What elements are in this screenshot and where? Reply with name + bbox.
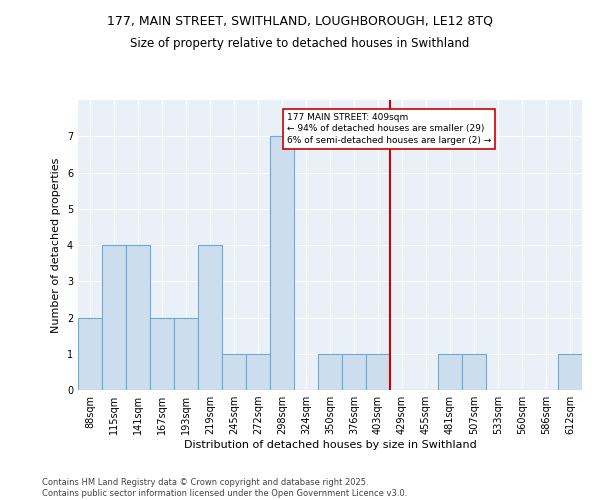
Y-axis label: Number of detached properties: Number of detached properties <box>52 158 61 332</box>
Bar <box>366 354 390 390</box>
Bar <box>558 354 582 390</box>
Bar <box>198 245 222 390</box>
Bar <box>270 136 294 390</box>
Bar <box>438 354 462 390</box>
Bar <box>174 318 198 390</box>
Bar <box>462 354 486 390</box>
Bar <box>342 354 366 390</box>
Bar <box>150 318 174 390</box>
Text: 177, MAIN STREET, SWITHLAND, LOUGHBOROUGH, LE12 8TQ: 177, MAIN STREET, SWITHLAND, LOUGHBOROUG… <box>107 15 493 28</box>
Bar <box>78 318 102 390</box>
Text: 177 MAIN STREET: 409sqm
← 94% of detached houses are smaller (29)
6% of semi-det: 177 MAIN STREET: 409sqm ← 94% of detache… <box>287 112 491 146</box>
X-axis label: Distribution of detached houses by size in Swithland: Distribution of detached houses by size … <box>184 440 476 450</box>
Bar <box>102 245 126 390</box>
Text: Size of property relative to detached houses in Swithland: Size of property relative to detached ho… <box>130 38 470 51</box>
Bar <box>318 354 342 390</box>
Bar <box>126 245 150 390</box>
Text: Contains HM Land Registry data © Crown copyright and database right 2025.
Contai: Contains HM Land Registry data © Crown c… <box>42 478 407 498</box>
Bar <box>246 354 270 390</box>
Bar <box>222 354 246 390</box>
